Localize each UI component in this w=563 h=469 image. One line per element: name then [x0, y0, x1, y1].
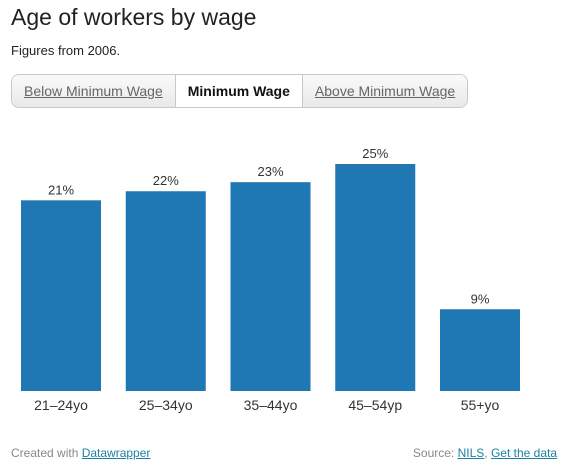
bar-4	[335, 164, 416, 391]
bar-value-label-4: 25%	[362, 146, 388, 161]
x-tick-label-1: 21–24yo	[34, 397, 88, 413]
bar-chart: 21% 21–24yo 22% 25–34yo 23% 35–44yo 25% 45–54yp…	[21, 146, 520, 413]
created-with-text: Created with	[11, 446, 82, 460]
bar-value-label-5: 9%	[471, 291, 490, 306]
tab-above-minimum-wage[interactable]: Above Minimum Wage	[302, 75, 468, 107]
source-label: Source:	[412, 446, 458, 460]
x-tick-label-2: 25–34yo	[139, 397, 193, 413]
bar-3	[230, 182, 311, 391]
x-tick-label-3: 35–44yo	[244, 397, 298, 413]
footer-source: Source: NILS, Get the data	[413, 446, 557, 460]
wage-tab-bar: Below Minimum Wage Minimum Wage Above Mi…	[11, 74, 469, 108]
footer-credit: Created with Datawrapper	[11, 446, 150, 460]
bar-value-label-1: 21%	[48, 182, 74, 197]
chart-subtitle: Figures from 2006.	[11, 43, 121, 58]
x-tick-label-5: 55+yo	[461, 397, 500, 413]
x-tick-label-4: 45–54yp	[348, 397, 402, 413]
bar-1	[21, 200, 101, 391]
bar-2	[125, 191, 206, 391]
bar-value-label-2: 22%	[153, 173, 179, 188]
datawrapper-link[interactable]: Datawrapper	[81, 446, 151, 460]
nils-link[interactable]: NILS	[457, 446, 485, 460]
get-the-data-link[interactable]: Get the data	[490, 446, 557, 460]
source-separator: ,	[484, 446, 491, 460]
bar-value-label-3: 23%	[257, 164, 283, 179]
bar-5	[440, 309, 520, 391]
tab-minimum-wage[interactable]: Minimum Wage	[175, 75, 303, 107]
tab-below-minimum-wage[interactable]: Below Minimum Wage	[12, 75, 176, 107]
chart-title: Age of workers by wage	[11, 4, 257, 30]
